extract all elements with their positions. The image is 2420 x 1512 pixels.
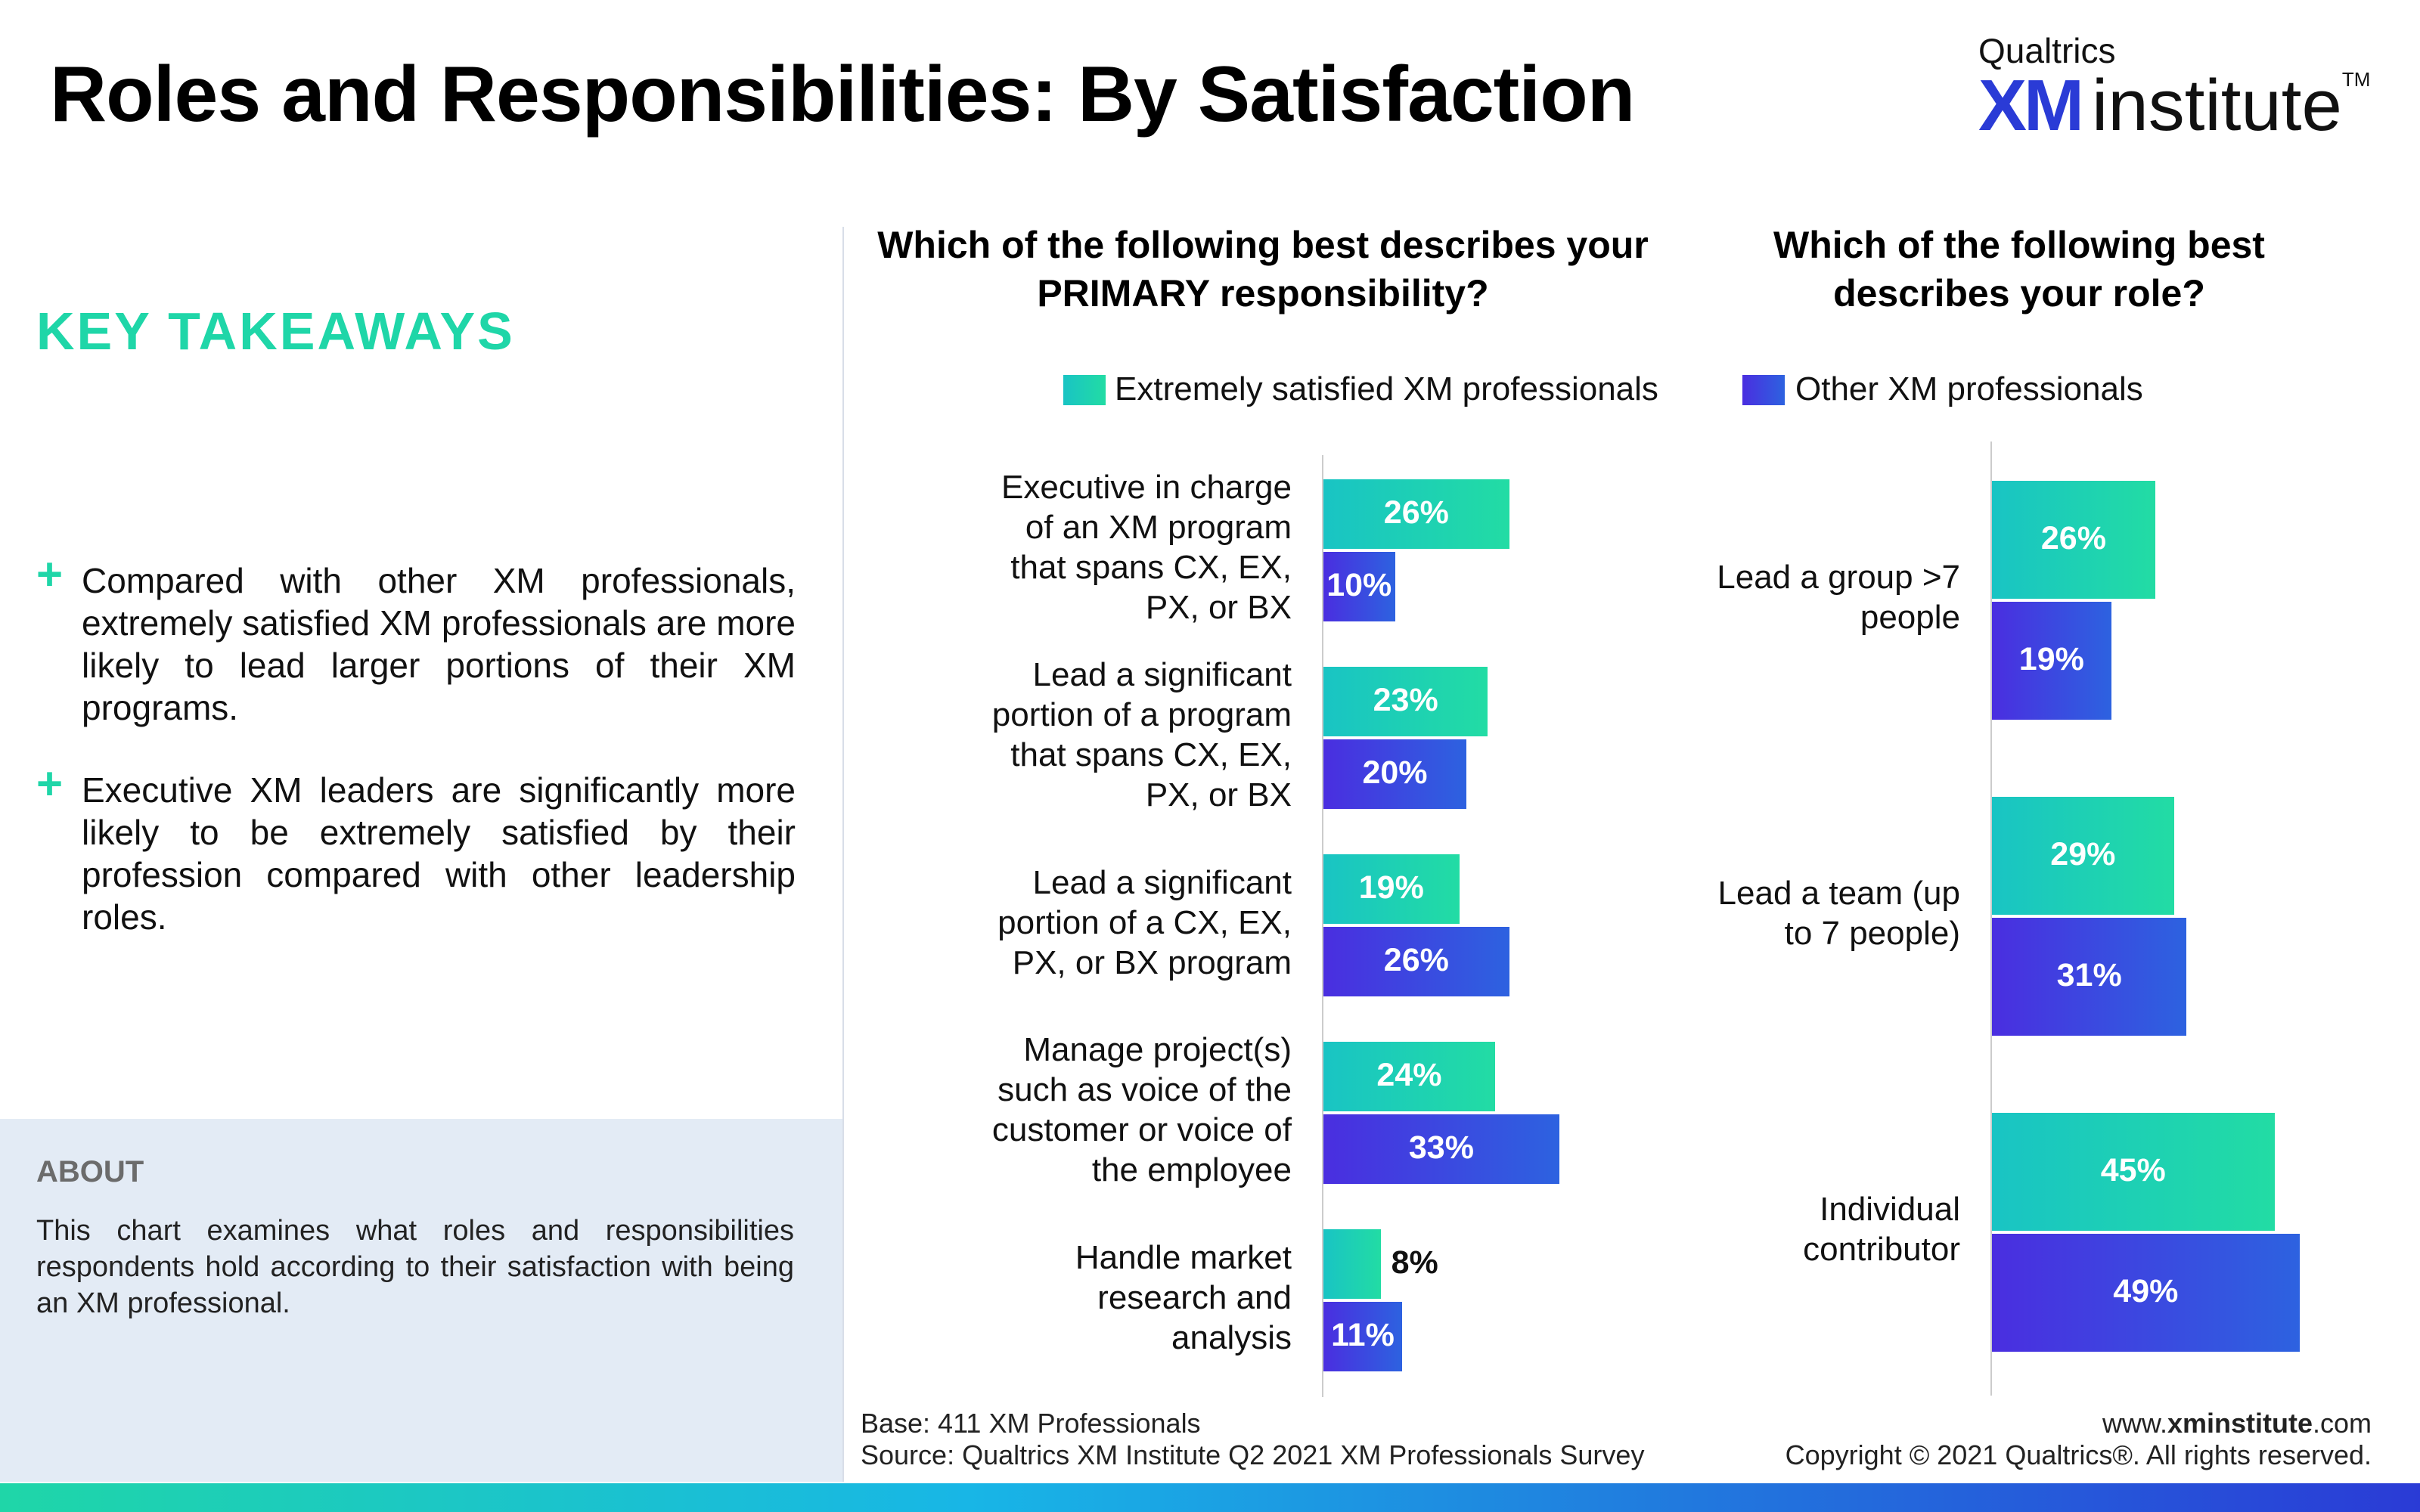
category-label-line: people: [1860, 599, 1960, 636]
category-label-line: Handle market: [1075, 1238, 1292, 1276]
category-label-line: Individual: [1820, 1191, 1960, 1228]
category-label: Lead a team (up to 7 people): [1643, 873, 1960, 953]
bar-other: [1992, 602, 2111, 720]
category-label-line: research and: [1097, 1278, 1292, 1316]
logo-trademark: TM: [2341, 68, 2371, 91]
data-label: 31%: [2056, 957, 2122, 993]
chart-title-responsibility: Which of the following best describes yo…: [877, 224, 1649, 314]
data-label: 10%: [1326, 567, 1392, 603]
category-label-line: Executive in charge: [1001, 469, 1292, 506]
data-label: 45%: [2100, 1152, 2166, 1188]
logo-xm-text: XM: [1978, 65, 2084, 146]
bar-extremely-satisfied: [1323, 854, 1460, 924]
legend-label-extremely-satisfied: Extremely satisfied XM professionals: [1115, 370, 1658, 407]
logo-institute-text: institute: [2092, 65, 2342, 146]
data-label: 26%: [2040, 520, 2106, 556]
data-label: 11%: [1331, 1317, 1395, 1353]
bar-other: [1323, 1302, 1402, 1371]
key-takeaways-heading: KEY TAKEAWAYS: [36, 302, 515, 361]
category-label-line: Lead a significant: [1032, 863, 1292, 901]
bar-extremely-satisfied: [1323, 479, 1509, 549]
bar-other: [1992, 918, 2187, 1036]
takeaway-item: + Compared with other XM professionals, …: [36, 552, 796, 729]
bar-extremely-satisfied: [1323, 1229, 1381, 1299]
data-label: 49%: [2113, 1273, 2179, 1309]
category-label: Lead a group >7 people: [1643, 557, 1960, 637]
logo: XM instituteTM: [1978, 70, 2370, 142]
footer-url: www.xminstitute.com: [2102, 1408, 2372, 1439]
legend-swatch-other: [1742, 375, 1785, 405]
category-label-line: that spans CX, EX,: [1010, 549, 1292, 586]
category-label-line: contributor: [1803, 1231, 1960, 1268]
about-heading: ABOUT: [36, 1155, 144, 1188]
category-label-line: of an XM program: [1025, 509, 1292, 546]
bar-extremely-satisfied: [1992, 481, 2155, 599]
bar-other: [1323, 739, 1466, 809]
chart-title-role: Which of the following best describes yo…: [1773, 224, 2265, 314]
bar-other: [1323, 552, 1395, 621]
category-label-line: that spans CX, EX,: [1010, 736, 1292, 773]
chart-axis-line: [1322, 455, 1323, 1397]
category-label: Handle market research and analysis: [944, 1238, 1292, 1358]
data-label: 24%: [1376, 1057, 1442, 1093]
category-label: Manage project(s) such as voice of the cus…: [944, 1030, 1292, 1190]
category-label-line: Manage project(s): [1023, 1031, 1292, 1068]
legend-swatch-extremely-satisfied: [1063, 375, 1106, 405]
footer-source: Source: Qualtrics XM Institute Q2 2021 X…: [861, 1439, 1645, 1470]
legend-label-other: Other XM professionals: [1795, 370, 2143, 407]
category-label: Lead a significant portion of a program th…: [944, 655, 1292, 815]
category-label-line: PX, or BX: [1145, 776, 1292, 813]
category-label-line: Lead a team (up: [1717, 875, 1960, 912]
data-label: 8%: [1391, 1244, 1438, 1281]
category-label-line: PX, or BX program: [1012, 943, 1292, 981]
category-label-line: PX, or BX: [1145, 589, 1292, 626]
footer-base: Base: 411 XM Professionals: [861, 1408, 1201, 1439]
about-panel: [0, 1119, 842, 1482]
plus-icon: +: [36, 549, 64, 600]
plus-icon: +: [36, 758, 64, 809]
data-label: 20%: [1362, 754, 1428, 791]
bar-other: [1323, 1114, 1559, 1184]
data-label: 19%: [2018, 641, 2084, 677]
bar-other: [1323, 927, 1509, 996]
data-label: 26%: [1383, 494, 1449, 531]
data-label: 26%: [1383, 942, 1449, 978]
takeaway-text: Executive XM leaders are significantly m…: [82, 770, 796, 937]
url-domain: xminstitute: [2167, 1408, 2313, 1439]
chart-axis-line: [1990, 442, 1992, 1396]
data-label: 29%: [2050, 836, 2116, 872]
vertical-divider: [842, 227, 844, 1482]
data-label: 23%: [1373, 682, 1438, 718]
logo-brand-text: Qualtrics: [1978, 31, 2116, 70]
bar-extremely-satisfied: [1323, 1042, 1495, 1111]
about-text: This chart examines what roles and respo…: [36, 1215, 794, 1319]
data-label: 33%: [1408, 1129, 1474, 1166]
category-label: Individual contributor: [1643, 1189, 1960, 1269]
category-label: Lead a significant portion of a CX, EX, PX…: [944, 863, 1292, 983]
category-label-line: to 7 people): [1784, 915, 1960, 952]
category-label: Executive in charge of an XM program that …: [944, 467, 1292, 627]
bar-extremely-satisfied: [1323, 667, 1488, 736]
bar-extremely-satisfied: [1992, 797, 2174, 915]
category-label-line: such as voice of the: [997, 1071, 1292, 1108]
url-suffix: .com: [2312, 1408, 2372, 1439]
takeaway-item: + Executive XM leaders are significantly…: [36, 761, 796, 938]
bar-other: [1992, 1234, 2300, 1352]
category-label-line: Lead a group >7: [1717, 559, 1960, 596]
category-label-line: the employee: [1091, 1151, 1292, 1188]
category-label-line: Lead a significant: [1032, 656, 1292, 693]
data-label: 19%: [1358, 869, 1424, 906]
category-label-line: analysis: [1171, 1318, 1292, 1356]
category-label-line: portion of a CX, EX,: [997, 903, 1292, 941]
url-prefix: www.: [2102, 1408, 2167, 1439]
category-label-line: customer or voice of: [991, 1111, 1292, 1148]
bar-extremely-satisfied: [1992, 1113, 2275, 1231]
page-title: Roles and Responsibilities: By Satisfact…: [50, 51, 1635, 138]
bottom-gradient-band: [0, 1483, 2420, 1512]
category-label-line: portion of a program: [991, 696, 1292, 733]
footer-copyright: Copyright © 2021 Qualtrics®. All rights …: [1785, 1439, 2372, 1470]
takeaway-text: Compared with other XM professionals, ex…: [82, 561, 796, 727]
